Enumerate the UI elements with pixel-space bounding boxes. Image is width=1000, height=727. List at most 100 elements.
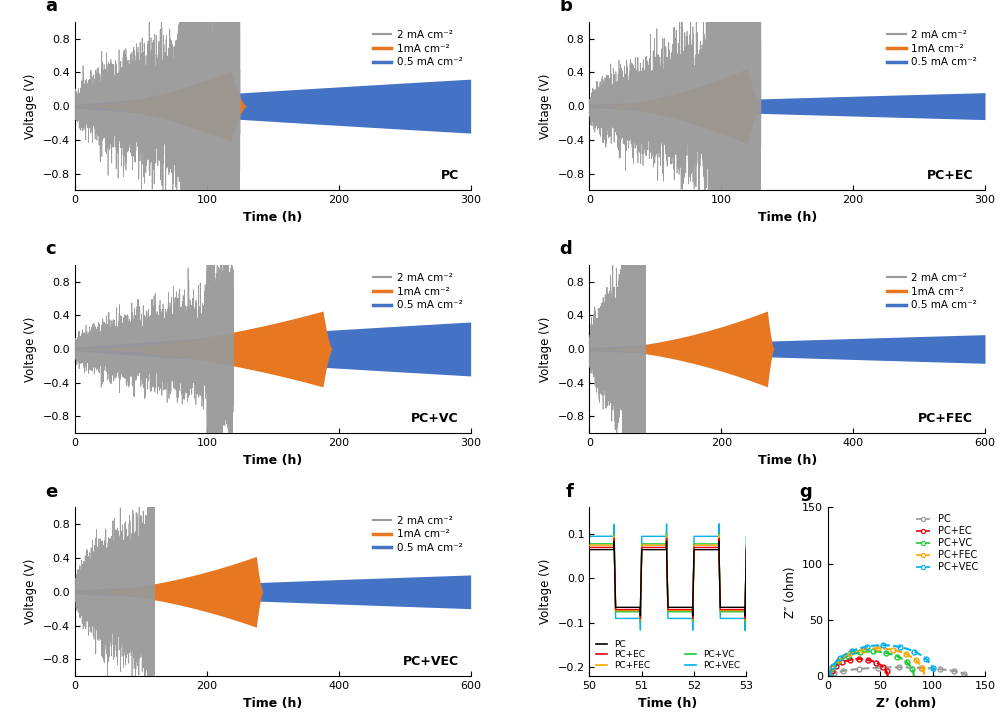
Legend: 2 mA cm⁻², 1mA cm⁻², 0.5 mA cm⁻²: 2 mA cm⁻², 1mA cm⁻², 0.5 mA cm⁻² bbox=[369, 513, 465, 556]
PC+VC bbox=[713, 529, 725, 538]
PC+VC bbox=[886, 650, 898, 659]
PC+VC bbox=[625, 607, 637, 616]
PC+EC bbox=[852, 655, 864, 664]
PC+VC bbox=[679, 607, 691, 616]
Text: f: f bbox=[566, 483, 574, 501]
PC+EC bbox=[824, 672, 836, 680]
Legend: PC, PC+EC, PC+VC, PC+FEC, PC+VEC: PC, PC+EC, PC+VC, PC+FEC, PC+VEC bbox=[914, 513, 980, 574]
PC+FEC bbox=[898, 649, 910, 658]
PC bbox=[957, 669, 969, 678]
X-axis label: Time (h): Time (h) bbox=[243, 211, 302, 224]
Text: a: a bbox=[45, 0, 57, 15]
PC+FEC bbox=[713, 531, 725, 539]
PC+EC bbox=[740, 543, 752, 552]
PC+VEC bbox=[867, 641, 879, 650]
PC+FEC bbox=[870, 644, 882, 653]
PC bbox=[707, 545, 719, 554]
PC+VEC bbox=[740, 532, 752, 541]
PC+FEC bbox=[583, 541, 595, 550]
PC+EC bbox=[870, 658, 882, 667]
PC bbox=[915, 664, 927, 672]
Legend: PC+VC, PC+VEC: PC+VC, PC+VEC bbox=[683, 648, 742, 672]
Line: PC: PC bbox=[828, 665, 969, 678]
PC+FEC bbox=[625, 606, 637, 615]
PC+VEC bbox=[901, 645, 913, 654]
Line: PC+VEC: PC+VEC bbox=[828, 643, 937, 678]
PC+EC bbox=[679, 605, 691, 614]
Line: PC+EC: PC+EC bbox=[589, 538, 746, 619]
Line: PC+FEC: PC+FEC bbox=[589, 535, 746, 620]
PC+FEC bbox=[679, 606, 691, 615]
PC+EC bbox=[848, 655, 860, 664]
PC+VEC bbox=[707, 532, 719, 541]
PC+VC bbox=[890, 651, 902, 660]
PC bbox=[679, 603, 691, 611]
Text: PC+VC: PC+VC bbox=[411, 411, 459, 425]
PC+EC bbox=[738, 605, 750, 614]
PC+EC bbox=[862, 656, 874, 664]
Y-axis label: Z″ (ohm): Z″ (ohm) bbox=[784, 566, 797, 617]
Text: PC+FEC: PC+FEC bbox=[918, 411, 973, 425]
PC+EC bbox=[739, 614, 751, 623]
Y-axis label: Voltage (V): Voltage (V) bbox=[24, 559, 37, 624]
X-axis label: Z’ (ohm): Z’ (ohm) bbox=[876, 696, 937, 710]
X-axis label: Time (h): Time (h) bbox=[638, 696, 697, 710]
PC+VC bbox=[738, 607, 750, 616]
PC+VEC bbox=[739, 626, 751, 635]
PC+VC bbox=[682, 607, 694, 616]
PC+FEC bbox=[682, 606, 694, 615]
PC bbox=[713, 537, 725, 545]
PC+EC bbox=[625, 605, 637, 614]
X-axis label: Time (h): Time (h) bbox=[758, 454, 817, 467]
PC+FEC bbox=[894, 647, 906, 656]
PC+EC bbox=[863, 656, 875, 664]
PC+VC bbox=[592, 539, 604, 548]
Line: PC+VC: PC+VC bbox=[589, 534, 746, 622]
PC bbox=[583, 545, 595, 554]
PC+EC bbox=[882, 672, 894, 680]
PC+FEC bbox=[916, 663, 928, 672]
Y-axis label: Voltage (V): Voltage (V) bbox=[539, 73, 552, 139]
PC+VC bbox=[881, 648, 893, 657]
Line: PC+VEC: PC+VEC bbox=[589, 523, 746, 630]
PC+VC bbox=[865, 647, 877, 656]
Text: e: e bbox=[45, 483, 58, 501]
PC bbox=[891, 663, 903, 672]
PC bbox=[682, 603, 694, 611]
PC+VC bbox=[739, 617, 751, 626]
PC+FEC bbox=[863, 644, 875, 653]
PC+EC bbox=[707, 543, 719, 552]
PC+EC bbox=[682, 605, 694, 614]
PC bbox=[592, 545, 604, 554]
PC+VEC bbox=[738, 614, 750, 623]
PC+EC bbox=[880, 667, 892, 675]
PC+FEC bbox=[887, 646, 899, 654]
Text: b: b bbox=[560, 0, 573, 15]
Line: PC: PC bbox=[589, 541, 746, 616]
Line: PC+VC: PC+VC bbox=[828, 649, 916, 678]
Text: PC+EC: PC+EC bbox=[927, 169, 973, 182]
PC bbox=[917, 664, 929, 672]
PC+VC bbox=[824, 672, 836, 680]
PC+FEC bbox=[707, 541, 719, 550]
X-axis label: Time (h): Time (h) bbox=[243, 696, 302, 710]
Y-axis label: Voltage (V): Voltage (V) bbox=[539, 559, 552, 624]
PC bbox=[960, 672, 972, 680]
Line: PC+FEC: PC+FEC bbox=[828, 646, 927, 678]
PC+FEC bbox=[889, 646, 901, 654]
Legend: 2 mA cm⁻², 1mA cm⁻², 0.5 mA cm⁻²: 2 mA cm⁻², 1mA cm⁻², 0.5 mA cm⁻² bbox=[884, 27, 980, 71]
Y-axis label: Voltage (V): Voltage (V) bbox=[539, 316, 552, 382]
Line: PC+EC: PC+EC bbox=[828, 656, 890, 678]
PC+VC bbox=[740, 539, 752, 548]
Y-axis label: Voltage (V): Voltage (V) bbox=[24, 73, 37, 139]
PC+VC bbox=[707, 539, 719, 548]
PC+VEC bbox=[896, 643, 908, 651]
PC+FEC bbox=[740, 541, 752, 550]
PC+EC bbox=[583, 543, 595, 552]
PC+VEC bbox=[625, 614, 637, 623]
Legend: 2 mA cm⁻², 1mA cm⁻², 0.5 mA cm⁻²: 2 mA cm⁻², 1mA cm⁻², 0.5 mA cm⁻² bbox=[884, 270, 980, 313]
PC+VC bbox=[583, 539, 595, 548]
Text: PC: PC bbox=[441, 169, 459, 182]
PC+VEC bbox=[907, 646, 919, 655]
PC+FEC bbox=[592, 541, 604, 550]
